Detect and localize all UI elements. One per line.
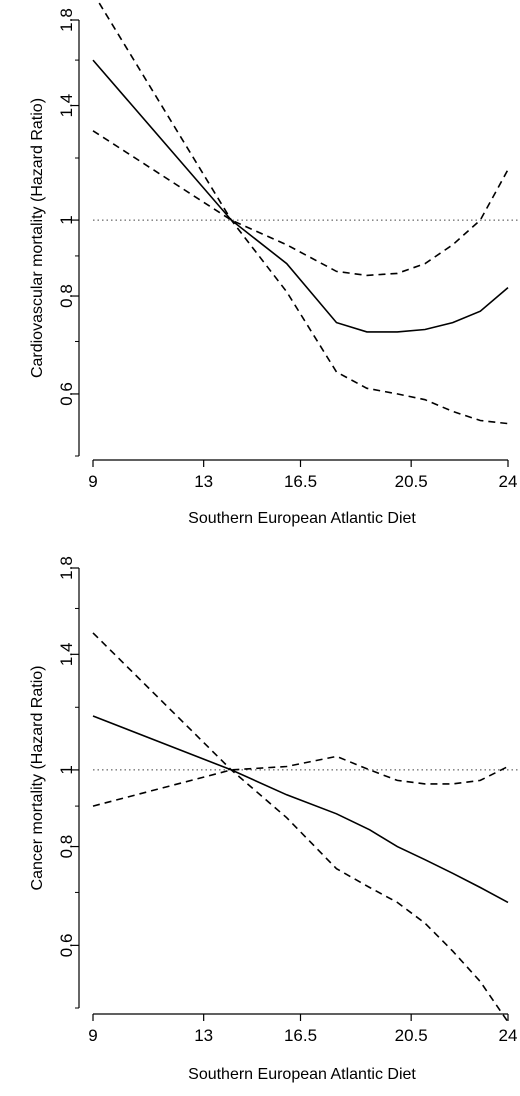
x-tick-label: 13 [194, 1026, 213, 1045]
x-tick-label: 13 [194, 472, 213, 491]
confidence-bound-line [92, 632, 509, 1023]
confidence-bound-line [96, 0, 509, 425]
y-tick-label: 0.8 [57, 835, 76, 859]
y-tick-label: 1.4 [57, 643, 76, 667]
y-axis-title: Cancer mortality (Hazard Ratio) [29, 666, 46, 891]
confidence-bound-line [92, 130, 509, 277]
y-tick-label: 1 [57, 765, 76, 774]
x-tick-label: 20.5 [395, 472, 428, 491]
x-tick-label: 20.5 [395, 1026, 428, 1045]
y-tick-label: 1.4 [57, 94, 76, 118]
y-tick-label: 1 [57, 215, 76, 224]
hazard-ratio-line [92, 715, 509, 904]
y-tick-label: 1.8 [57, 556, 76, 580]
x-axis-title: Southern European Atlantic Diet [188, 510, 416, 527]
cardiovascular-mortality-chart: 0.6 0.8 1 1.4 1.8 9 13 16.5 20.5 24 Southern Euro… [29, 0, 519, 527]
y-tick-label: 0.6 [57, 382, 76, 406]
x-tick-label: 24 [499, 1026, 518, 1045]
x-tick-label: 9 [88, 1026, 97, 1045]
y-tick-label: 0.6 [57, 934, 76, 958]
x-axis-title: Southern European Atlantic Diet [188, 1066, 416, 1083]
y-axis-title: Cardiovascular mortality (Hazard Ratio) [29, 98, 46, 378]
y-tick-label: 1.8 [57, 8, 76, 32]
x-tick-label: 16.5 [284, 472, 317, 491]
x-tick-label: 16.5 [284, 1026, 317, 1045]
x-tick-label: 24 [499, 472, 518, 491]
hazard-ratio-line [92, 59, 509, 333]
x-tick-label: 9 [88, 472, 97, 491]
confidence-bound-line [92, 755, 509, 807]
y-tick-label: 0.8 [57, 284, 76, 308]
cancer-mortality-chart: 0.6 0.8 1 1.4 1.8 9 13 16.5 20.5 24 Southern Euro… [29, 556, 519, 1083]
